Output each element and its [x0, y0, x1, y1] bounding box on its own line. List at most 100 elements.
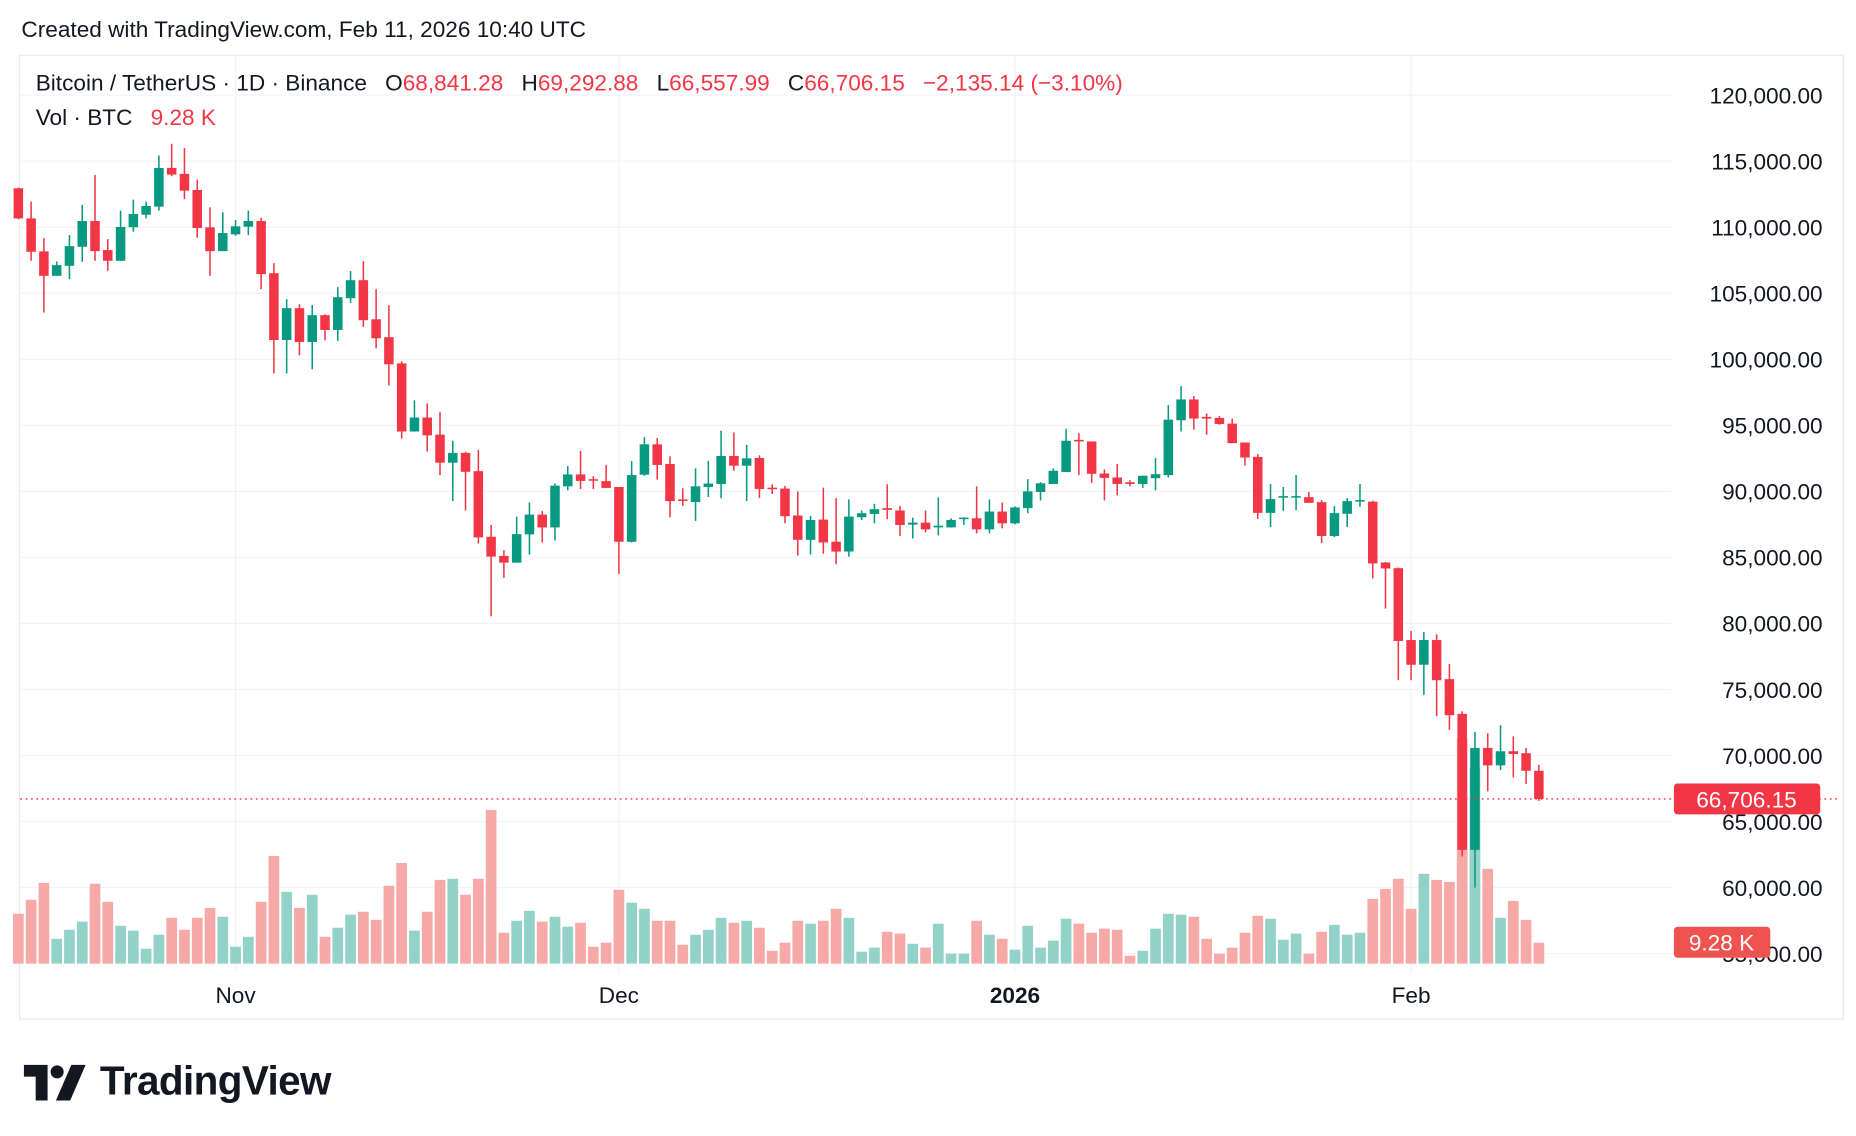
candle-body[interactable] [626, 475, 637, 542]
candle-body[interactable] [13, 188, 24, 219]
candle-body[interactable] [856, 513, 867, 518]
candle-body[interactable] [1214, 417, 1225, 424]
candle-body[interactable] [716, 455, 726, 484]
candle-body[interactable] [1010, 507, 1020, 524]
candle-body[interactable] [1419, 640, 1429, 665]
candle-body[interactable] [1137, 475, 1148, 484]
candle-body[interactable] [1534, 770, 1544, 799]
candle-body[interactable] [690, 486, 701, 503]
candle-body[interactable] [639, 444, 650, 475]
candle-body[interactable] [166, 167, 177, 175]
candle-body[interactable] [550, 485, 560, 528]
candle-body[interactable] [1163, 419, 1174, 476]
candle-body[interactable] [524, 514, 535, 535]
candle-body[interactable] [1278, 496, 1289, 498]
candle-body[interactable] [818, 519, 829, 543]
candle-body[interactable] [1125, 482, 1135, 484]
candle-body[interactable] [371, 319, 381, 339]
candle-body[interactable] [460, 452, 471, 472]
candle-body[interactable] [1227, 423, 1237, 444]
candle-body[interactable] [230, 226, 241, 235]
candle-body[interactable] [869, 509, 880, 514]
candle-body[interactable] [1265, 499, 1276, 513]
candle-body[interactable] [1252, 456, 1263, 513]
candle-body[interactable] [767, 487, 777, 490]
candle-body[interactable] [218, 233, 228, 252]
candle-body[interactable] [1291, 496, 1301, 498]
candle-body[interactable] [563, 474, 573, 487]
candle-body[interactable] [1074, 439, 1084, 442]
candle-body[interactable] [703, 483, 714, 487]
candle-body[interactable] [844, 516, 854, 552]
candle-body[interactable] [358, 280, 369, 321]
tradingview-logo[interactable]: TradingView [23, 1059, 332, 1105]
candle-body[interactable] [575, 474, 586, 481]
candle-body[interactable] [77, 221, 87, 247]
candle-body[interactable] [1048, 470, 1059, 484]
candle-body[interactable] [51, 265, 62, 276]
candle-body[interactable] [741, 458, 752, 466]
candle-body[interactable] [205, 227, 215, 252]
candle-body[interactable] [409, 417, 420, 432]
candle-body[interactable] [1240, 442, 1250, 458]
candle-body[interactable] [1367, 501, 1378, 564]
candle-body[interactable] [1380, 562, 1391, 569]
candle-body[interactable] [754, 457, 765, 489]
candle-body[interactable] [345, 280, 356, 299]
candle-body[interactable] [499, 555, 509, 563]
candle-body[interactable] [1189, 399, 1199, 419]
candle-body[interactable] [601, 481, 611, 488]
volume-label[interactable]: Vol · BTC [35, 105, 133, 131]
candle-body[interactable] [435, 434, 445, 463]
candle-body[interactable] [882, 508, 892, 510]
candle-body[interactable] [1035, 483, 1046, 493]
candle-body[interactable] [281, 308, 292, 341]
candle-body[interactable] [831, 541, 841, 552]
candle-body[interactable] [486, 536, 496, 557]
candle-body[interactable] [26, 218, 36, 252]
candle-body[interactable] [141, 205, 151, 215]
candle-body[interactable] [294, 308, 305, 342]
candle-body[interactable] [1393, 568, 1404, 641]
candle-body[interactable] [103, 250, 113, 261]
candle-body[interactable] [1482, 747, 1493, 766]
candle-body[interactable] [678, 499, 688, 501]
candle-body[interactable] [90, 221, 100, 252]
candle-body[interactable] [729, 455, 739, 466]
candle-body[interactable] [256, 221, 266, 275]
candle-body[interactable] [1304, 497, 1314, 503]
candle-body[interactable] [64, 246, 75, 266]
candle-body[interactable] [39, 251, 49, 276]
candle-body[interactable] [614, 486, 624, 542]
candle-body[interactable] [154, 167, 164, 207]
candle-body[interactable] [1022, 491, 1033, 509]
candle-body[interactable] [128, 214, 139, 228]
candle-body[interactable] [384, 337, 394, 365]
candle-body[interactable] [422, 417, 432, 436]
candle-body[interactable] [793, 515, 803, 540]
candle-body[interactable] [971, 518, 982, 530]
candle-body[interactable] [933, 525, 944, 528]
candle-body[interactable] [984, 511, 995, 530]
candle-body[interactable] [588, 479, 599, 481]
candle-body[interactable] [1316, 502, 1327, 536]
candle-body[interactable] [1521, 753, 1531, 771]
candle-body[interactable] [1086, 441, 1097, 474]
candle-body[interactable] [780, 488, 790, 517]
candle-body[interactable] [1406, 640, 1416, 665]
candle-body[interactable] [895, 510, 905, 526]
candle-body[interactable] [115, 226, 126, 261]
candle-body[interactable] [1099, 473, 1110, 478]
candle-body[interactable] [1201, 416, 1212, 419]
candle-body[interactable] [805, 520, 816, 540]
candle-body[interactable] [320, 315, 330, 330]
symbol-title[interactable]: Bitcoin / TetherUS · 1D · Binance [35, 71, 367, 97]
candle-body[interactable] [1112, 477, 1122, 484]
candle-body[interactable] [920, 522, 931, 530]
candle-body[interactable] [665, 464, 675, 502]
candle-body[interactable] [1431, 640, 1442, 681]
candle-body[interactable] [1470, 747, 1480, 850]
candle-body[interactable] [652, 444, 662, 465]
candle-body[interactable] [908, 522, 918, 525]
